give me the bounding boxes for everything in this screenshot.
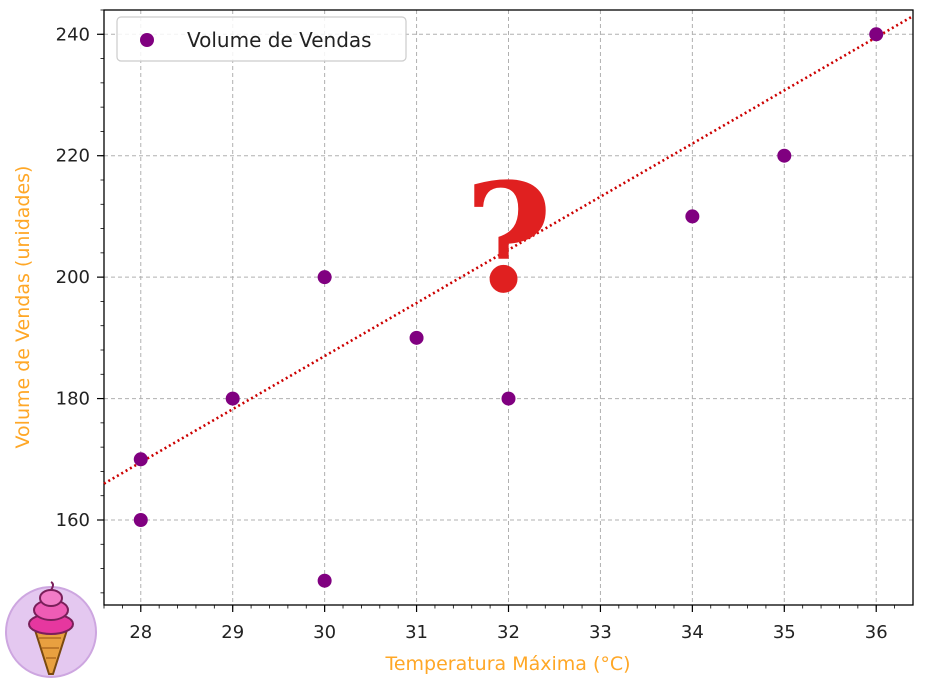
legend: Volume de Vendas	[116, 16, 407, 62]
y-tick-label: 160	[56, 510, 90, 531]
x-tick-label: 36	[865, 622, 888, 643]
y-tick-label: 240	[56, 24, 90, 45]
x-tick-label: 28	[129, 622, 152, 643]
y-tick-label: 220	[56, 146, 90, 167]
data-point	[409, 330, 424, 345]
x-axis-label: Temperatura Máxima (°C)	[384, 653, 630, 675]
ice-cream-cone-icon	[5, 581, 97, 678]
y-tick-label: 200	[56, 267, 90, 288]
question-mark-annotation: ?	[465, 151, 553, 327]
legend-label: Volume de Vendas	[187, 28, 372, 52]
y-tick-label: 180	[56, 389, 90, 410]
legend-marker	[140, 33, 154, 47]
x-tick-label: 29	[221, 622, 244, 643]
data-point	[317, 573, 332, 588]
data-point	[777, 148, 792, 163]
x-tick-label: 35	[773, 622, 796, 643]
data-points	[133, 27, 884, 588]
data-point	[225, 391, 240, 406]
trend-line-layer	[103, 14, 914, 485]
data-point	[133, 452, 148, 467]
axis-ticks: 28 29 30 31 32 33 34 35 36 160 180 200 220 240	[56, 9, 896, 643]
data-point	[869, 27, 884, 42]
data-point	[685, 209, 700, 224]
x-tick-label: 30	[313, 622, 336, 643]
trend-line	[103, 14, 914, 485]
data-point	[317, 270, 332, 285]
x-tick-label: 34	[681, 622, 704, 643]
x-tick-label: 32	[497, 622, 520, 643]
x-tick-label: 33	[589, 622, 612, 643]
data-point	[501, 391, 516, 406]
y-axis-label: Volume de Vendas (unidades)	[12, 166, 34, 449]
x-tick-label: 31	[405, 622, 428, 643]
data-point	[133, 513, 148, 527]
legend-box	[116, 16, 407, 62]
